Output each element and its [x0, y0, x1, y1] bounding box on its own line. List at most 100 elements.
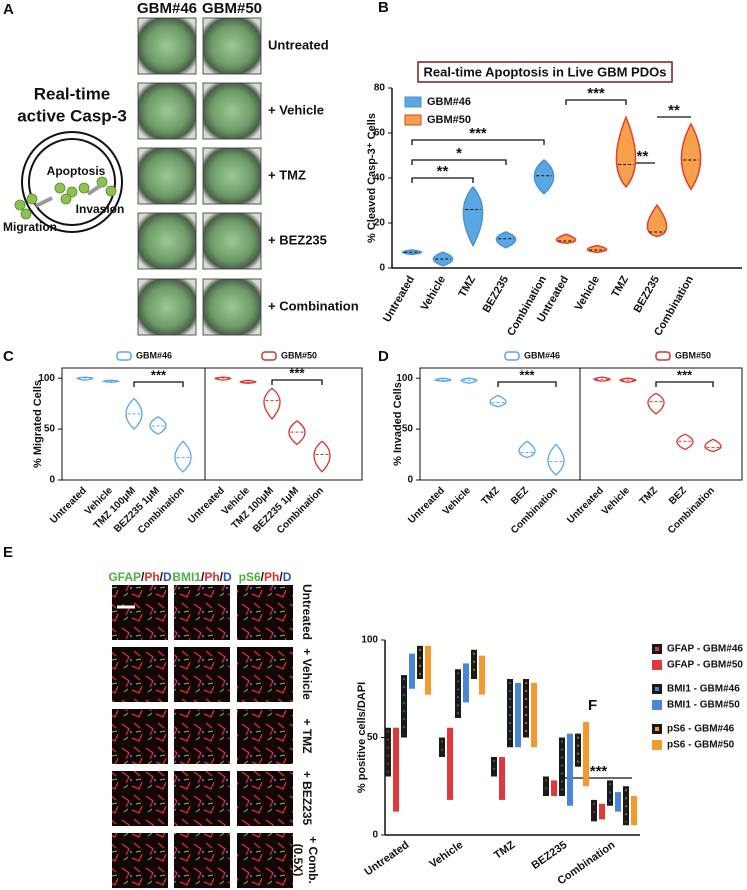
y-tick-label: 100 — [396, 373, 413, 384]
cell-image — [174, 585, 230, 640]
violin — [462, 185, 484, 248]
violin — [586, 244, 608, 254]
significance-label: *** — [469, 125, 487, 142]
violin — [495, 231, 517, 249]
y-tick-label: 50 — [367, 732, 379, 743]
significance-label: *** — [151, 367, 167, 382]
significance-label: *** — [590, 763, 608, 780]
range-bar — [471, 649, 477, 679]
row-label: + Combination — [268, 298, 359, 313]
violin — [434, 377, 452, 382]
range-bar — [591, 799, 597, 822]
x-tick-label: TMZ — [638, 485, 660, 507]
header-part: / — [261, 570, 265, 584]
range-bar — [455, 669, 461, 718]
significance-bracket — [133, 381, 184, 387]
cell-dot — [105, 185, 117, 197]
legend-swatch — [404, 114, 422, 126]
legend-label: pS6 - GBM#46 — [667, 724, 735, 735]
cell-dot — [20, 208, 32, 220]
significance-label: *** — [519, 367, 535, 382]
legend-label: GFAP - GBM#50 — [667, 660, 743, 671]
violin — [125, 397, 143, 430]
plot-frame — [61, 367, 363, 481]
panel-label: B — [378, 0, 389, 16]
range-bar — [425, 645, 431, 695]
row-label: + TMZ — [268, 167, 306, 182]
organoid-image — [202, 212, 262, 270]
y-tick-label: 0 — [372, 830, 378, 841]
x-tick-label: Vehicle — [441, 485, 473, 517]
y-tick-label: 0 — [407, 475, 413, 486]
range-bar — [439, 737, 445, 757]
range-bar — [615, 792, 621, 812]
significance-label: *** — [677, 367, 693, 382]
cell-image — [112, 585, 168, 640]
legend-label: pS6 - GBM#50 — [667, 740, 735, 751]
legend-label: GBM#46 — [427, 96, 471, 108]
legend-label: GBM#50 — [427, 114, 471, 126]
row-label: + Vehicle — [300, 648, 314, 700]
x-tick-label: Vehicle — [600, 485, 632, 517]
cell-image — [237, 647, 293, 702]
y-tick-label: 20 — [374, 218, 386, 229]
x-tick-label: Untreated — [565, 485, 606, 526]
range-bar — [543, 776, 549, 796]
violin — [676, 433, 694, 451]
cell-ring — [28, 138, 116, 226]
significance-bracket — [497, 381, 557, 387]
cell-dot — [26, 193, 38, 205]
range-bar — [631, 796, 637, 826]
violin — [214, 376, 232, 381]
significance-bracket — [565, 99, 627, 105]
y-tick-label: 100 — [38, 373, 55, 384]
diagram-title: Real-time — [34, 84, 111, 103]
organoid-image — [137, 82, 197, 140]
y-axis-label: % Migrated Cells — [32, 380, 44, 468]
x-tick-label: Untreated — [406, 485, 447, 526]
row-label: + Comb. — [306, 836, 320, 884]
range-bar — [583, 721, 589, 787]
panel-label: C — [3, 348, 14, 365]
header-part: / — [141, 570, 145, 584]
organoid-image — [137, 147, 197, 205]
violin — [647, 392, 665, 415]
range-bar — [479, 655, 485, 695]
header-part: D — [163, 570, 172, 584]
range-bar — [507, 679, 513, 748]
violin — [547, 443, 565, 476]
x-tick-label: Untreated — [186, 485, 227, 526]
range-bar — [523, 679, 529, 738]
x-tick-label: Vehicle — [573, 274, 602, 313]
violin — [533, 159, 555, 195]
legend-swatch — [652, 700, 662, 710]
violin — [76, 376, 94, 381]
legend-label: GBM#50 — [675, 350, 711, 360]
cell-image — [112, 709, 168, 764]
cell-dot — [96, 176, 108, 188]
range-bar — [499, 757, 505, 800]
row-label: (0.5X) — [291, 844, 305, 877]
significance-label: * — [456, 145, 462, 162]
cell-image — [237, 709, 293, 764]
header-part: / — [201, 570, 205, 584]
legend-marker — [655, 727, 659, 731]
cell-dot — [60, 193, 72, 205]
legend-label: GFAP - GBM#46 — [667, 644, 743, 655]
diagram-label: Invasion — [76, 202, 125, 216]
migration-arrow — [35, 196, 53, 208]
column-header: GBM#50 — [202, 0, 262, 17]
x-tick-label: BEZ — [667, 485, 689, 507]
violin — [288, 420, 306, 446]
organoid-image — [137, 212, 197, 270]
diagram-label: Migration — [3, 220, 57, 234]
legend-swatch — [404, 96, 422, 108]
row-label: + BEZ235 — [268, 232, 327, 247]
x-tick-label: BEZ — [509, 485, 531, 507]
cell-dot — [66, 186, 78, 198]
violin — [704, 438, 722, 453]
range-bar — [515, 682, 521, 748]
x-tick-label: TMZ — [609, 274, 631, 300]
diagram-title: active Casp-3 — [17, 106, 127, 125]
